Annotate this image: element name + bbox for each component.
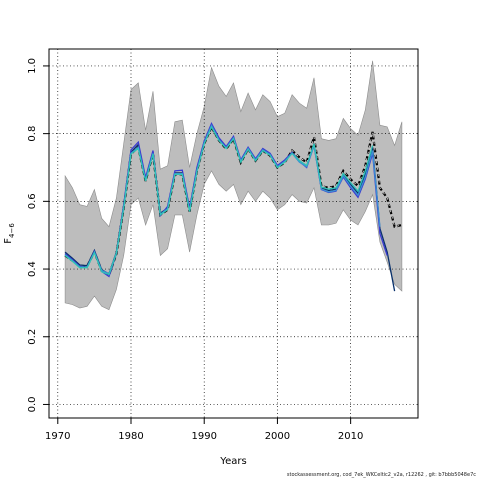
- series-line-0-highlight: [64, 126, 402, 276]
- y-tick-label: 0.6: [27, 193, 38, 209]
- x-tick-label: 2000: [265, 431, 290, 442]
- x-tick-label: 1980: [118, 431, 143, 442]
- x-axis: 1970 1980 1990 2000 2010: [45, 417, 363, 442]
- x-tick-label: 1970: [45, 431, 70, 442]
- y-axis-title-subscript: 4−6: [8, 223, 16, 238]
- ci-band: [64, 60, 403, 311]
- y-axis-title-main: F: [3, 238, 14, 244]
- series-line-4: [64, 125, 374, 276]
- y-axis-title: F4−6: [3, 223, 16, 244]
- x-tick-label: 1990: [191, 431, 216, 442]
- x-axis-title: Years: [219, 456, 246, 467]
- footer-note: stockassessment.org, cod_7ek_WKCeltic2_v…: [286, 472, 476, 478]
- y-tick-label: 0.2: [27, 329, 38, 345]
- y-tick-label: 0.4: [27, 261, 38, 277]
- y-tick-label: 1.0: [27, 58, 38, 74]
- x-tick-label: 2010: [338, 431, 363, 442]
- y-axis: 0.0 0.2 0.4 0.6 0.8 1.0: [27, 58, 50, 413]
- series-layer: [64, 121, 403, 292]
- y-tick-label: 0.8: [27, 126, 38, 142]
- ci-band-layer: [64, 60, 403, 311]
- y-tick-label: 0.0: [27, 397, 38, 413]
